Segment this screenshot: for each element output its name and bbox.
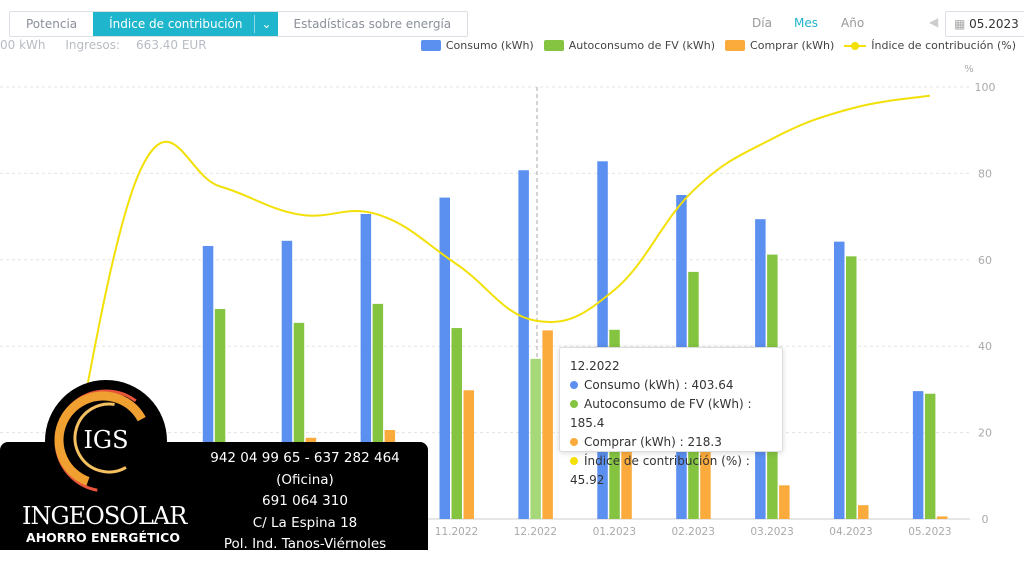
bar-consumo (834, 242, 845, 519)
x-tick-label: 04.2023 (829, 526, 872, 538)
chart-legend: Consumo (kWh) Autoconsumo de FV (kWh) Co… (411, 39, 1016, 52)
y-tick-label: 80 (978, 167, 992, 180)
y-tick-label: 100 (975, 81, 996, 94)
svg-text:IGS: IGS (83, 426, 128, 454)
x-tick-label: 12.2022 (514, 526, 557, 538)
website: www.ingeosolar.com (185, 556, 425, 577)
phone-numbers: 942 04 99 65 - 637 282 464 (Oficina) (185, 448, 425, 491)
tooltip-row: Comprar (kWh) : 218.3 (570, 433, 772, 452)
bar-autoconsumo (530, 359, 541, 519)
tab-potencia[interactable]: Potencia (10, 12, 93, 36)
y-tick-label: 20 (978, 427, 992, 440)
y-tick-label: 60 (978, 254, 992, 267)
bar-consumo (913, 391, 924, 519)
tab-indice-contribucion[interactable]: Índice de contribución ⌄ (93, 12, 277, 36)
x-tick-label: 02.2023 (671, 526, 714, 538)
tooltip-title: 12.2022 (570, 357, 772, 376)
x-tick-label: 01.2023 (593, 526, 636, 538)
brand-contact: 942 04 99 65 - 637 282 464 (Oficina) 691… (185, 448, 425, 577)
legend-consumo[interactable]: Consumo (kWh) (421, 39, 534, 52)
chevron-down-icon[interactable]: ⌄ (254, 15, 277, 33)
summary-bar: 00 kWh Ingresos: 663.40 EUR (0, 38, 223, 52)
view-tabs: Potencia Índice de contribución ⌄ Estadís… (9, 11, 468, 37)
date-picker[interactable]: ▦ 05.2023 (945, 11, 1024, 37)
chart-tooltip: 12.2022 Consumo (kWh) : 403.64 Autoconsu… (559, 347, 783, 452)
bar-consumo (518, 170, 529, 519)
y-tick-label: 40 (978, 340, 992, 353)
bar-autoconsumo (452, 328, 463, 519)
legend-indice[interactable]: Índice de contribución (%) (844, 39, 1016, 52)
income-label: Ingresos: (65, 38, 120, 52)
bar-autoconsumo (925, 394, 936, 519)
bar-comprar (464, 390, 475, 519)
tooltip-row: Autoconsumo de FV (kWh) : 185.4 (570, 395, 772, 433)
income-value: 663.40 EUR (136, 38, 207, 52)
x-tick-label: 05.2023 (908, 526, 951, 538)
tooltip-row: Índice de contribución (%) : 45.92 (570, 452, 772, 490)
ingeosolar-logo: IGS (45, 380, 167, 502)
bar-autoconsumo (846, 256, 857, 519)
y-axis-unit: % (964, 64, 974, 75)
bar-comprar (858, 505, 869, 519)
bar-comprar (542, 330, 553, 519)
brand-name: INGEOSOLAR (22, 502, 184, 530)
energy-total: 00 kWh (0, 38, 46, 52)
bar-comprar (779, 485, 790, 519)
bar-consumo (440, 198, 451, 519)
mobile-number: 691 064 310 (185, 491, 425, 513)
tab-estadisticas[interactable]: Estadísticas sobre energía (278, 12, 468, 36)
period-day[interactable]: Día (752, 16, 772, 30)
period-month[interactable]: Mes (794, 16, 818, 30)
date-value: 05.2023 (969, 17, 1019, 31)
bar-comprar (937, 516, 948, 519)
tab-label: Índice de contribución (109, 12, 242, 36)
tooltip-row: Consumo (kWh) : 403.64 (570, 376, 772, 395)
legend-autoconsumo[interactable]: Autoconsumo de FV (kWh) (544, 39, 715, 52)
address-area: Pol. Ind. Tanos-Viérnoles (185, 534, 425, 556)
address-street: C/ La Espina 18 (185, 513, 425, 535)
brand-tagline: AHORRO ENERGÉTICO (22, 530, 184, 545)
period-year[interactable]: Año (841, 16, 864, 30)
calendar-icon: ▦ (954, 17, 969, 31)
prev-arrow-icon[interactable]: ◀ (929, 15, 938, 29)
y-tick-label: 0 (982, 513, 989, 526)
x-tick-label: 03.2023 (750, 526, 793, 538)
x-tick-label: 11.2022 (435, 526, 478, 538)
legend-comprar[interactable]: Comprar (kWh) (725, 39, 834, 52)
